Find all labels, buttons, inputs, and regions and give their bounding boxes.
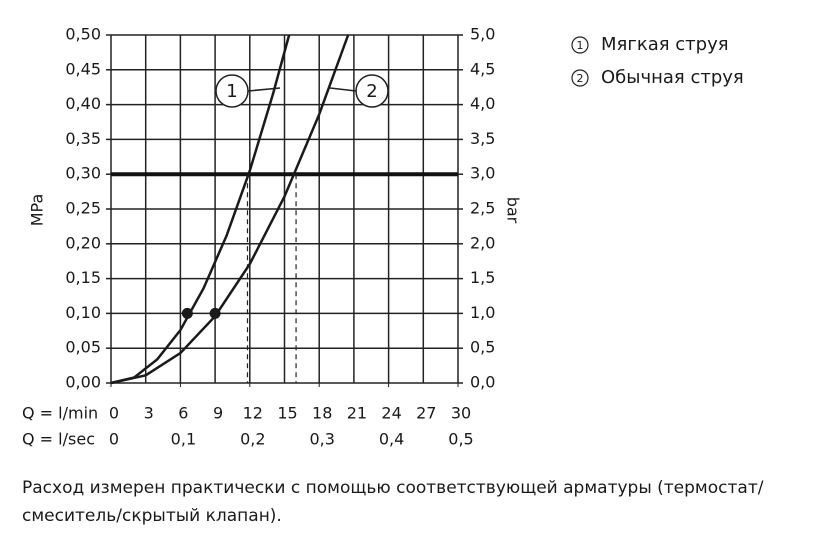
y-tick-label: 0,45 (65, 59, 101, 78)
y2-tick-label: 0,5 (470, 338, 495, 357)
x2-tick-label: 0,3 (309, 430, 334, 449)
y-tick-label: 0,50 (65, 25, 101, 44)
legend-marker-label: 2 (577, 72, 584, 85)
legend-marker (571, 69, 589, 87)
curve-tag (355, 74, 389, 108)
leader-line (329, 87, 357, 92)
y2-axis-label: bar (504, 197, 523, 224)
y2-tick-label: 5,0 (470, 25, 495, 44)
note-line: Расход измерен практически с помощью соо… (22, 478, 764, 498)
x-tick-label: 0 (109, 404, 119, 423)
legend-label: Мягкая струя (601, 34, 729, 55)
legend-label: Обычная струя (601, 67, 744, 88)
x2-tick-label: 0,1 (171, 430, 196, 449)
y-tick-label: 0,05 (65, 338, 101, 357)
y-axis-label: MPa (28, 194, 47, 227)
y-tick-label: 0,00 (65, 373, 101, 392)
y2-tick-label: 4,5 (470, 59, 495, 78)
x-tick-label: 15 (277, 404, 297, 423)
y2-tick-label: 2,0 (470, 233, 495, 252)
x2-tick-label: 0 (109, 430, 119, 449)
y-tick-label: 0,20 (65, 233, 101, 252)
y2-tick-label: 2,5 (470, 199, 495, 218)
legend-marker (571, 36, 589, 54)
legend-marker-label: 1 (577, 39, 584, 52)
note-line: смеситель/скрытый клапан). (22, 506, 282, 526)
x-tick-label: 3 (144, 404, 154, 423)
point (181, 307, 193, 319)
point (209, 307, 221, 319)
y-tick-label: 0,25 (65, 199, 101, 218)
y2-tick-label: 3,0 (470, 164, 495, 183)
x-tick-label: 12 (243, 404, 263, 423)
y2-tick-label: 4,0 (470, 94, 495, 113)
x-tick-label: 27 (416, 404, 436, 423)
x-tick-label: 6 (178, 404, 188, 423)
y-tick-label: 0,15 (65, 268, 101, 287)
x-tick-label: 30 (451, 404, 471, 423)
x2-axis-label: Q = l/sec (22, 430, 95, 449)
curve-tag-label: 1 (226, 81, 237, 102)
y-tick-label: 0,35 (65, 129, 101, 148)
leader-line (247, 87, 281, 92)
y-tick-label: 0,10 (65, 303, 101, 322)
x2-tick-label: 0,2 (240, 430, 265, 449)
curve-tag-label: 2 (366, 81, 377, 102)
curve (110, 34, 291, 385)
y-tick-label: 0,40 (65, 94, 101, 113)
y2-tick-label: 1,5 (470, 268, 495, 287)
y2-tick-label: 3,5 (470, 129, 495, 148)
x-tick-label: 9 (213, 404, 223, 423)
y2-tick-label: 1,0 (470, 303, 495, 322)
y-tick-label: 0,30 (65, 164, 101, 183)
x-axis-label: Q = l/min (22, 404, 98, 423)
x-tick-label: 24 (381, 404, 401, 423)
curve (110, 34, 350, 385)
y2-tick-label: 0,0 (470, 373, 495, 392)
x-tick-label: 18 (312, 404, 332, 423)
curve-tag (215, 74, 249, 108)
x2-tick-label: 0,4 (379, 430, 404, 449)
x2-tick-label: 0,5 (448, 430, 473, 449)
x-tick-label: 21 (347, 404, 367, 423)
